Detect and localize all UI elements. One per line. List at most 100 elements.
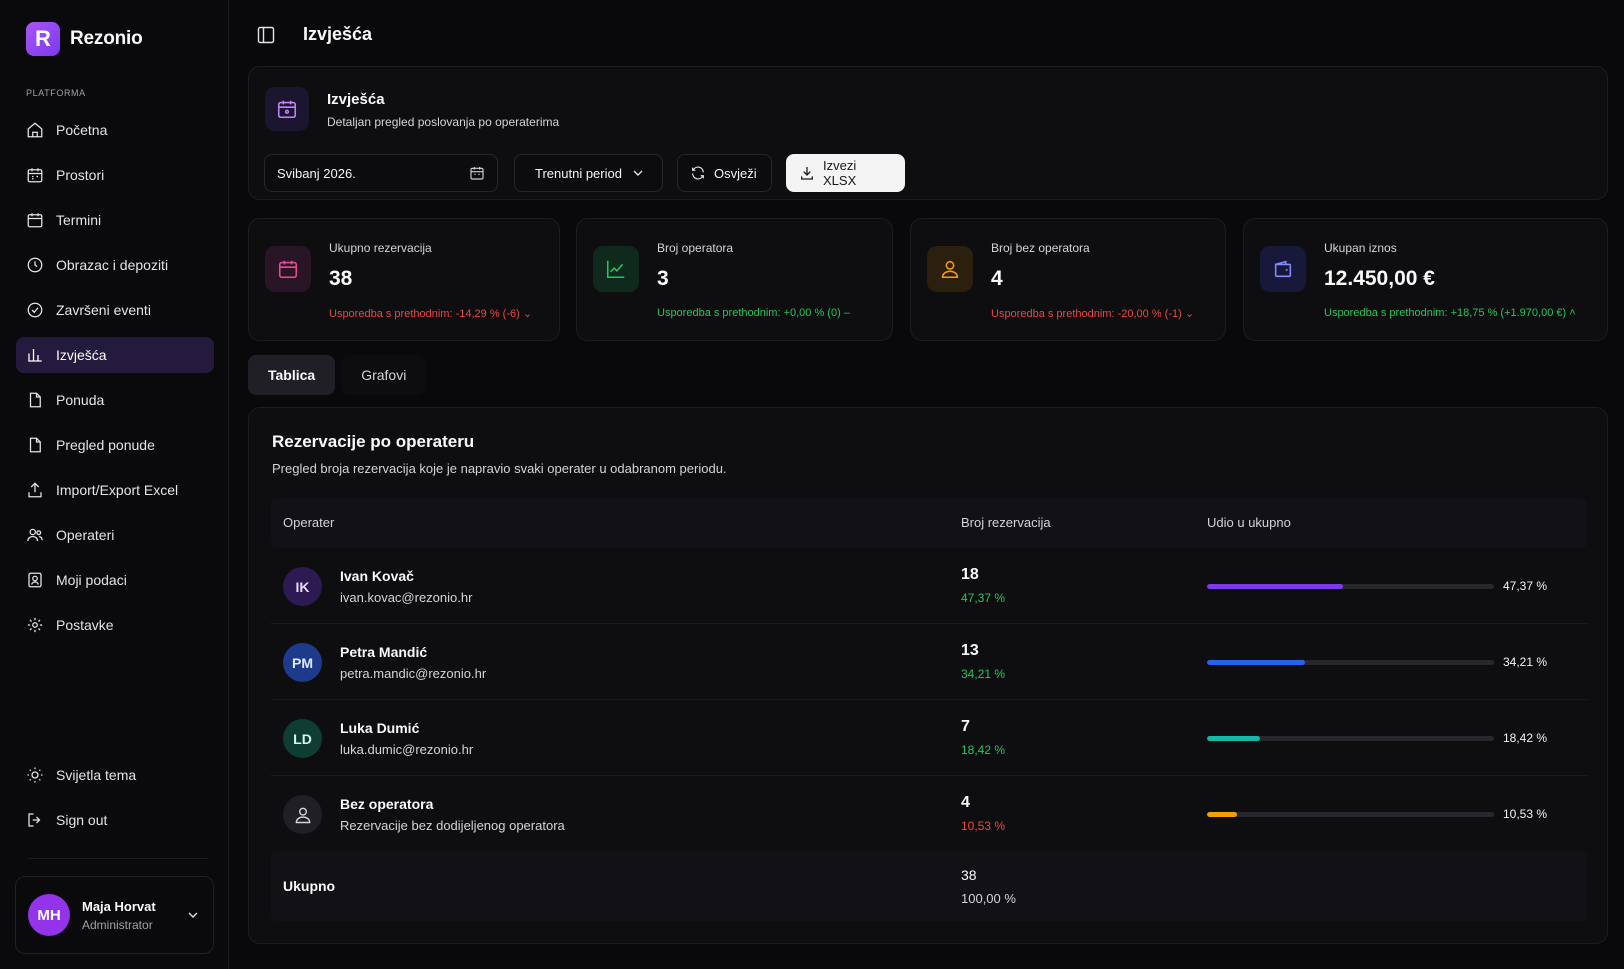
reservation-count: 18 [961, 566, 979, 583]
sidebar-item-pregled-ponude[interactable]: Pregled ponude [16, 427, 214, 463]
operator-name: Luka Dumić [340, 720, 420, 736]
report-icon-box [265, 87, 309, 131]
reservations-by-operator-card: Rezervacije po operateru Pregled broja r… [248, 407, 1608, 944]
month-picker[interactable]: Svibanj 2026. [264, 154, 498, 192]
user-role: Administrator [82, 917, 153, 932]
operator-email: ivan.kovac@rezonio.hr [340, 590, 473, 605]
sidebar-item-label: Import/Export Excel [56, 482, 179, 498]
sidebar-item-obrazac[interactable]: Obrazac i depoziti [16, 247, 214, 283]
stat-value: 12.450,00 € [1324, 267, 1435, 290]
calendar-icon [277, 100, 297, 119]
table-header: Operater Broj rezervacija Udio u ukupno [271, 498, 1587, 548]
period-select[interactable]: Trenutni period [514, 154, 663, 192]
stat-icon-box [1260, 246, 1306, 292]
sidebar-item-postavke[interactable]: Postavke [16, 607, 214, 643]
tab-tablica[interactable]: Tablica [248, 355, 336, 395]
reservation-percent: 34,21 % [961, 667, 1006, 681]
theme-toggle[interactable]: Svijetla tema [16, 757, 214, 793]
refresh-button[interactable]: Osvježi [677, 154, 772, 192]
user-menu[interactable]: MH Maja Horvat Administrator [15, 876, 214, 954]
sign-out-label: Sign out [56, 812, 108, 828]
tab-grafovi[interactable]: Grafovi [341, 355, 427, 395]
total-percent: 100,00 % [961, 891, 1016, 906]
sidebar-item-ponuda[interactable]: Ponuda [16, 382, 214, 418]
document-icon [29, 392, 41, 408]
home-icon [27, 122, 43, 138]
report-header-card: Izvješća Detaljan pregled poslovanja po … [248, 66, 1608, 200]
total-count: 38 [961, 867, 977, 883]
badge-icon [27, 257, 43, 273]
stat-icon-box [593, 246, 639, 292]
share-bar [1207, 660, 1494, 665]
bar-chart-icon [28, 349, 42, 362]
sidebar-toggle-icon[interactable] [256, 25, 276, 45]
refresh-label: Osvježi [714, 165, 757, 181]
sidebar-item-moji-podaci[interactable]: Moji podaci [16, 562, 214, 598]
sign-out-icon [28, 813, 41, 827]
avatar: LD [283, 719, 322, 758]
sidebar-item-label: Ponuda [56, 392, 105, 408]
share-label: 47,37 % [1503, 579, 1548, 593]
check-circle-icon [27, 302, 43, 318]
refresh-icon [692, 166, 704, 180]
table-row[interactable]: PM Petra Mandić petra.mandic@rezonio.hr … [271, 624, 1587, 700]
sidebar-item-pocetna[interactable]: Početna [16, 112, 214, 148]
contact-icon [28, 572, 42, 588]
nav-section-label: PLATFORMA [26, 88, 86, 98]
user-name: Maja Horvat [82, 898, 156, 914]
table-row[interactable]: LD Luka Dumić luka.dumic@rezonio.hr 7 18… [271, 700, 1587, 776]
sun-icon [27, 767, 43, 783]
sidebar-item-termini[interactable]: Termini [16, 202, 214, 238]
stat-card-operator-count: Broj operatora 3 Usporedba s prethodnim:… [576, 218, 893, 341]
report-subtitle: Detaljan pregled poslovanja po operateri… [327, 115, 560, 129]
sidebar-item-operateri[interactable]: Operateri [16, 517, 214, 553]
report-title: Izvješća [327, 91, 385, 108]
stat-card-total-reservations: Ukupno rezervacija 38 Usporedba s pretho… [248, 218, 560, 341]
chevron-down-icon [633, 170, 643, 176]
brand[interactable]: R Rezonio [26, 22, 143, 56]
trend-up-icon [606, 260, 625, 279]
stat-label: Ukupan iznos [1324, 241, 1397, 255]
sidebar-item-izvjesca[interactable]: Izvješća [16, 337, 214, 373]
sidebar-item-zavrseni[interactable]: Završeni eventi [16, 292, 214, 328]
table-row[interactable]: Bez operatora Rezervacije bez dodijeljen… [271, 776, 1587, 852]
column-header-broj-rezervacija[interactable]: Broj rezervacija [961, 515, 1051, 530]
sidebar-item-import-export[interactable]: Import/Export Excel [16, 472, 214, 508]
sign-out-button[interactable]: Sign out [16, 802, 214, 838]
stat-value: 4 [991, 267, 1003, 290]
export-xlsx-button[interactable]: Izvezi XLSX [786, 154, 905, 192]
total-label: Ukupno [283, 878, 336, 894]
brand-name: Rezonio [70, 28, 143, 49]
sidebar-item-prostori[interactable]: Prostori [16, 157, 214, 193]
month-picker-value: Svibanj 2026. [277, 165, 356, 181]
stat-comparison: Usporedba s prethodnim: +0,00 % (0) – [657, 307, 850, 319]
table-row[interactable]: IK Ivan Kovač ivan.kovac@rezonio.hr 18 4… [271, 548, 1587, 624]
sidebar-item-label: Postavke [56, 617, 114, 633]
operator-email: luka.dumic@rezonio.hr [340, 742, 474, 757]
sidebar-item-label: Početna [56, 122, 108, 138]
sidebar-item-label: Moji podaci [56, 572, 127, 588]
stat-icon-box [927, 246, 973, 292]
avatar: MH [28, 894, 70, 936]
chevron-down-icon [188, 912, 198, 918]
column-header-udio[interactable]: Udio u ukupno [1207, 515, 1291, 530]
reservation-percent: 18,42 % [961, 743, 1006, 757]
stat-label: Broj operatora [657, 241, 734, 255]
brand-logo: R [26, 22, 60, 56]
calendar-icon [27, 213, 43, 228]
stat-card-without-operator: Broj bez operatora 4 Usporedba s prethod… [910, 218, 1226, 341]
avatar: PM [283, 643, 322, 682]
avatar [283, 795, 322, 834]
user-icon [295, 807, 310, 823]
share-bar [1207, 812, 1494, 817]
table-title: Rezervacije po operateru [272, 432, 475, 451]
sidebar-nav: Početna Prostori Termini Obrazac i depoz… [16, 112, 214, 652]
share-bar-fill [1207, 660, 1306, 665]
sidebar-bottom-nav: Svijetla tema Sign out [16, 757, 214, 847]
upload-icon [28, 482, 42, 498]
operator-email: petra.mandic@rezonio.hr [340, 666, 487, 681]
topbar: Izvješća [229, 0, 1624, 66]
share-label: 10,53 % [1503, 807, 1548, 821]
period-select-value: Trenutni period [535, 165, 622, 181]
column-header-operater[interactable]: Operater [283, 515, 335, 530]
